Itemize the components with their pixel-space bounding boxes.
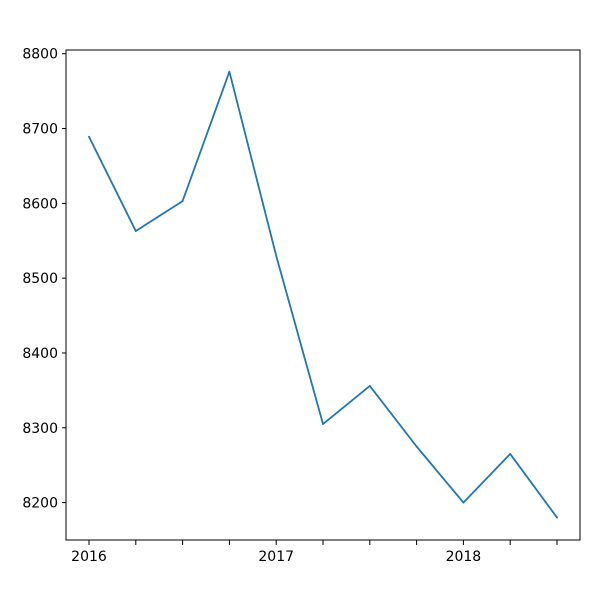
y-tick-label: 8800 xyxy=(22,47,58,63)
y-axis: 8200 8300 8400 8500 8600 8700 8800 xyxy=(22,47,66,512)
y-tick-label: 8300 xyxy=(22,421,58,437)
data-point xyxy=(181,200,184,203)
y-tick-label: 8700 xyxy=(22,122,58,138)
x-tick-label: 2016 xyxy=(71,549,107,565)
data-point xyxy=(368,384,371,387)
data-point xyxy=(462,501,465,504)
y-tick-label: 8500 xyxy=(22,271,58,287)
x-tick-label: 2018 xyxy=(446,549,482,565)
data-point xyxy=(415,445,418,448)
data-point xyxy=(556,516,558,519)
y-tick-label: 8400 xyxy=(22,346,58,362)
y-tick-label: 8200 xyxy=(22,496,58,512)
x-axis: 2016 2017 2018 xyxy=(71,540,558,565)
data-point xyxy=(509,453,512,455)
data-point xyxy=(228,70,231,73)
data-point xyxy=(88,135,90,138)
y-tick-label: 8600 xyxy=(22,196,58,212)
data-point xyxy=(322,423,324,425)
plot-frame xyxy=(65,49,581,541)
series-line xyxy=(88,70,558,519)
plot-area xyxy=(88,70,558,519)
data-point xyxy=(134,230,137,232)
data-point xyxy=(275,254,278,257)
x-tick-label: 2017 xyxy=(258,549,294,565)
